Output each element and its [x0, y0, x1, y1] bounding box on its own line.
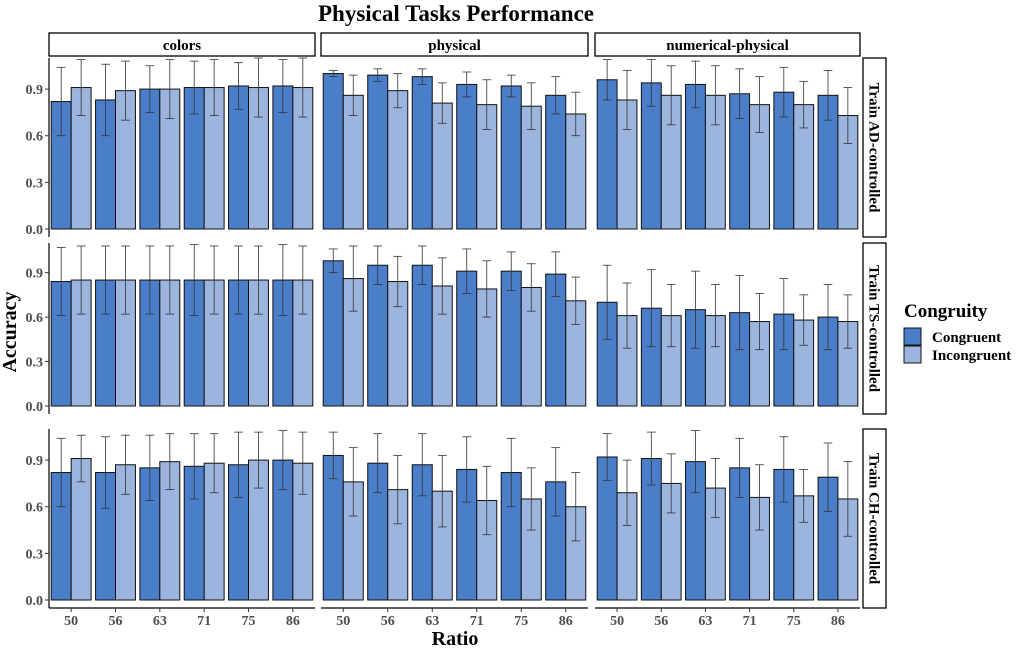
panel-train-ts-controlled-colors — [50, 244, 314, 407]
strip-train-ch-controlled — [862, 428, 887, 609]
y-tick-label-0.6: 0.6 — [26, 501, 44, 516]
y-tick-label-0.9: 0.9 — [26, 454, 44, 469]
panel-train-ad-controlled-physical — [322, 68, 587, 230]
strip-train-ts-controlled — [862, 242, 887, 415]
legend-swatch-incongruent — [903, 345, 922, 364]
y-tick-label-0.9: 0.9 — [26, 267, 44, 282]
y-axes: 0.0 0.3 0.6 0.9 0.0 0.3 0.6 0.9 0.0 0.3 0.6 0.9 — [26, 58, 50, 609]
panel-train-ad-controlled-colors — [50, 57, 314, 230]
chart-title: Physical Tasks Performance — [318, 1, 594, 26]
y-tick-label-0.6: 0.6 — [26, 311, 44, 326]
legend-label-incongruent: Incongruent — [932, 348, 1011, 364]
x-tick-label-86: 86 — [286, 614, 300, 629]
strip-numerical-physical — [594, 32, 861, 57]
x-tick-label-56: 56 — [381, 614, 395, 629]
panel-train-ad-controlled-numerical-physical — [596, 59, 859, 230]
legend-label-congruent: Congruent — [932, 330, 1001, 346]
x-tick-label-63: 63 — [698, 614, 712, 629]
y-tick-label-0.0: 0.0 — [26, 223, 44, 238]
y-tick-label-0.3: 0.3 — [26, 356, 44, 371]
panels — [50, 57, 859, 601]
row-strips: Train AD-controlled Train TS-controlled Tr… — [862, 57, 887, 609]
strip-label-physical: physical — [428, 38, 481, 54]
bar-congruent-56 — [367, 264, 389, 407]
bar-congruent-86 — [545, 94, 567, 230]
y-tick-label-0.3: 0.3 — [26, 547, 44, 562]
strip-label-train-ts-controlled: Train TS-controlled — [866, 265, 882, 393]
legend-title: Congruity — [904, 301, 988, 322]
x-tick-label-71: 71 — [197, 614, 211, 629]
bar-congruent-50 — [322, 73, 344, 230]
bar-congruent-50 — [322, 260, 344, 407]
y-tick-label-0.3: 0.3 — [26, 176, 44, 191]
x-tick-label-86: 86 — [831, 614, 845, 629]
panel-train-ch-controlled-physical — [322, 431, 587, 601]
bar-congruent-75 — [500, 85, 522, 230]
y-axis-title: Accuracy — [0, 291, 21, 372]
strip-label-colors: colors — [163, 38, 201, 54]
bar-congruent-56 — [367, 74, 389, 230]
x-axis-title: Ratio — [432, 628, 479, 650]
bar-congruent-63 — [411, 264, 433, 407]
x-axes: 50 56 63 71 75 86 50 56 63 71 75 86 50 56 63 71 75 86 — [49, 607, 860, 629]
x-tick-label-75: 75 — [787, 614, 801, 629]
legend: Congruity Congruent Incongruent — [903, 301, 1011, 364]
x-tick-label-63: 63 — [153, 614, 167, 629]
x-tick-label-56: 56 — [109, 614, 123, 629]
x-tick-label-50: 50 — [610, 614, 624, 629]
y-tick-label-0.0: 0.0 — [26, 400, 44, 415]
bar-incongruent-56 — [387, 90, 409, 230]
x-tick-label-75: 75 — [514, 614, 528, 629]
strip-physical — [320, 32, 589, 57]
x-tick-label-71: 71 — [470, 614, 484, 629]
strip-train-ad-controlled — [862, 57, 887, 238]
x-tick-label-86: 86 — [559, 614, 573, 629]
panel-train-ch-controlled-numerical-physical — [596, 430, 859, 601]
bar-congruent-71 — [456, 83, 478, 230]
bar-congruent-50 — [596, 79, 618, 230]
bar-congruent-63 — [411, 76, 433, 230]
legend-swatch-congruent — [903, 327, 922, 346]
strip-label-train-ch-controlled: Train CH-controlled — [866, 453, 882, 585]
bar-congruent-75 — [500, 270, 522, 407]
column-strips: colors physical numerical-physical — [48, 32, 861, 57]
y-tick-label-0.6: 0.6 — [26, 130, 44, 145]
strip-label-numerical-physical: numerical-physical — [666, 38, 789, 54]
y-tick-label-0.9: 0.9 — [26, 83, 44, 98]
x-tick-label-75: 75 — [242, 614, 256, 629]
x-tick-label-50: 50 — [336, 614, 350, 629]
panel-train-ts-controlled-physical — [322, 245, 587, 407]
x-tick-label-56: 56 — [654, 614, 668, 629]
strip-colors — [48, 32, 316, 57]
strip-label-train-ad-controlled: Train AD-controlled — [866, 83, 882, 214]
panel-train-ts-controlled-numerical-physical — [596, 264, 859, 407]
y-tick-label-0.0: 0.0 — [26, 594, 44, 609]
x-tick-label-71: 71 — [743, 614, 757, 629]
panel-train-ch-controlled-colors — [50, 430, 314, 601]
x-tick-label-63: 63 — [425, 614, 439, 629]
x-tick-label-50: 50 — [64, 614, 78, 629]
